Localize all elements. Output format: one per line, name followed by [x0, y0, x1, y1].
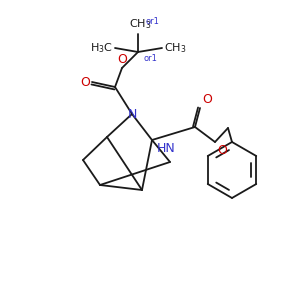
- Text: or1: or1: [146, 17, 160, 26]
- Text: CH$_3$: CH$_3$: [129, 17, 151, 31]
- Text: H$_3$C: H$_3$C: [90, 41, 113, 55]
- Text: CH$_3$: CH$_3$: [164, 41, 187, 55]
- Text: N: N: [127, 107, 137, 121]
- Text: O: O: [117, 53, 127, 66]
- Text: O: O: [217, 144, 227, 157]
- Text: O: O: [202, 93, 212, 106]
- Text: O: O: [80, 76, 90, 88]
- Text: or1: or1: [143, 54, 157, 63]
- Text: HN: HN: [157, 142, 176, 154]
